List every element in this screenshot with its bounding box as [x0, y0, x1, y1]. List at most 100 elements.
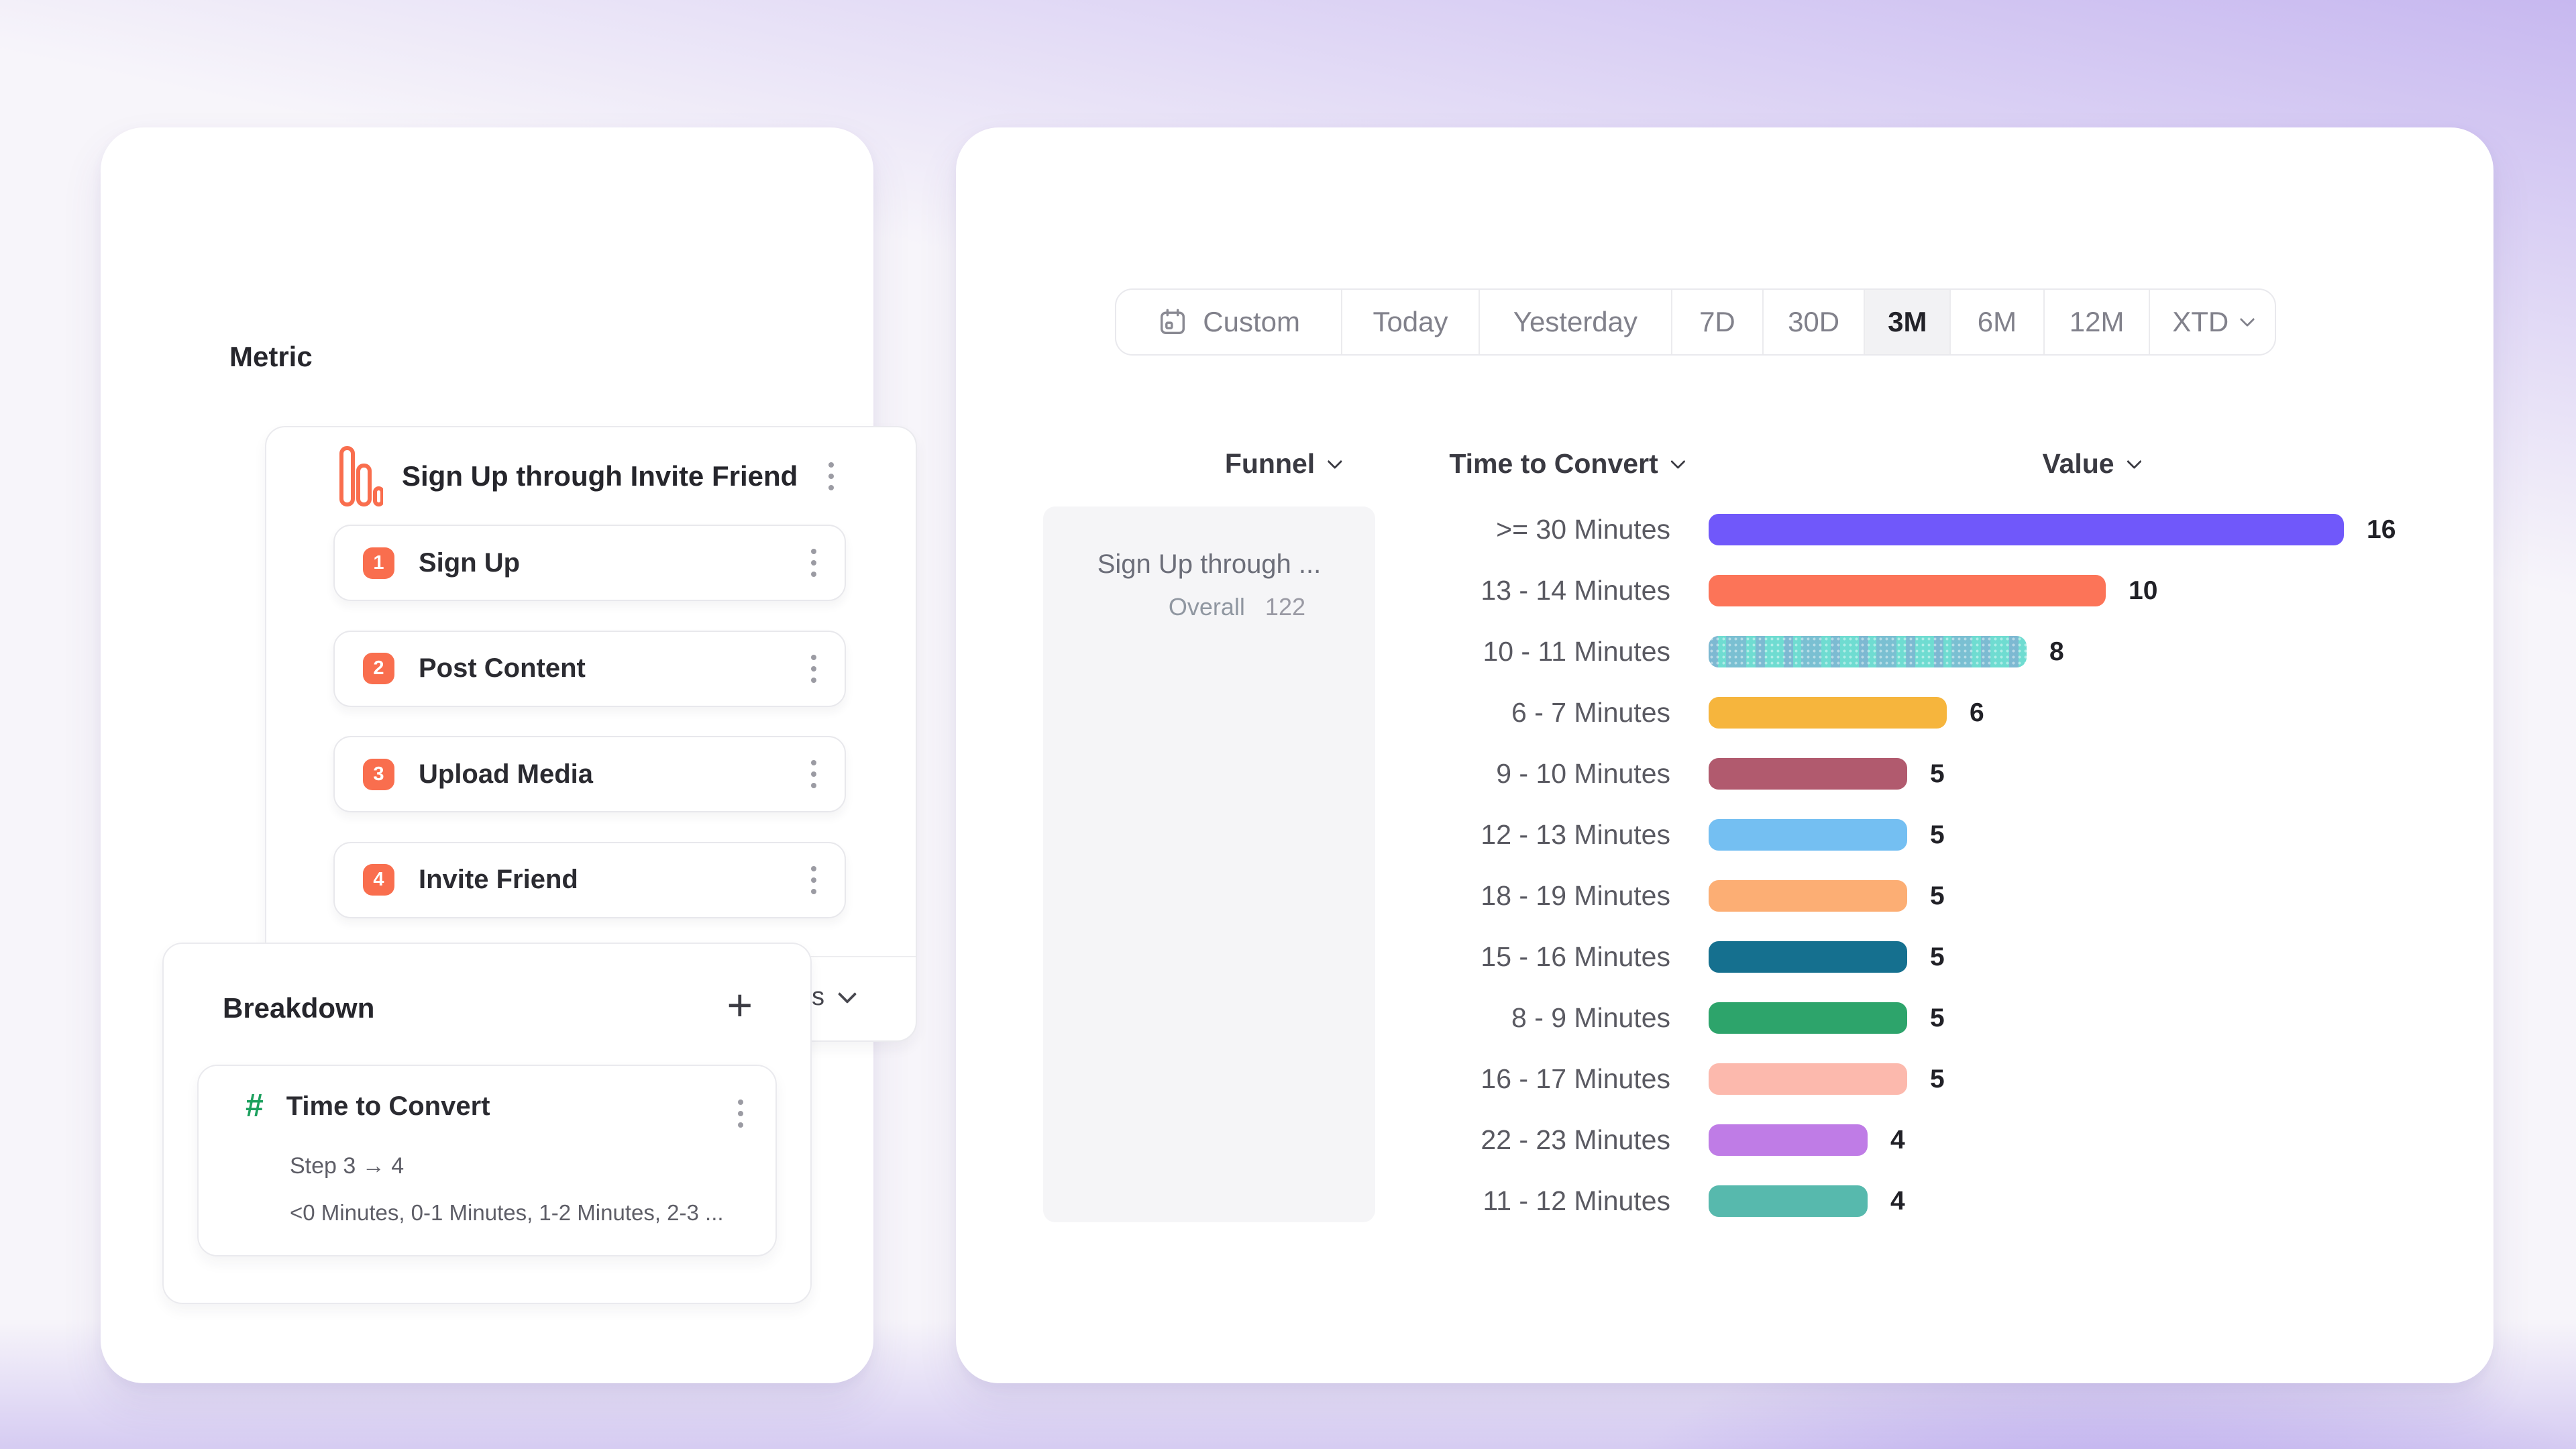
date-range-label: 6M — [1977, 306, 2017, 337]
breakdown-property-card[interactable]: # Time to Convert Step 3 → 4 <0 Minutes,… — [197, 1065, 777, 1256]
value-column-label: Value — [2042, 448, 2114, 479]
date-range-label: 12M — [2069, 306, 2125, 337]
date-range-tab-today[interactable]: Today — [1342, 290, 1480, 354]
bucket-label: 10 - 11 Minutes — [1483, 636, 1670, 667]
chart-row: >= 30 Minutes 16 — [956, 499, 2493, 560]
chevron-down-icon — [2239, 311, 2255, 327]
bucket-label: 15 - 16 Minutes — [1481, 941, 1670, 972]
funnel-group-cell[interactable]: Sign Up through ... Overall 122 — [1043, 506, 1375, 1222]
chart-row: 18 - 19 Minutes 5 — [956, 865, 2493, 926]
step-number-badge: 2 — [363, 653, 394, 684]
metric-section-title: Metric — [229, 341, 313, 372]
chart-row: 22 - 23 Minutes 4 — [956, 1110, 2493, 1171]
metric-card: Sign Up through Invite Friend 1 Sign Up 2 P… — [265, 426, 917, 1042]
chart-row: 8 - 9 Minutes 5 — [956, 987, 2493, 1049]
value-label: 10 — [2129, 576, 2158, 605]
breakdown-property-row: # Time to Convert — [199, 1090, 775, 1137]
value-bar[interactable] — [1709, 514, 2344, 545]
chart-row: 9 - 10 Minutes 5 — [956, 743, 2493, 804]
overall-label: Overall — [1168, 593, 1245, 621]
step-options-kebab-icon[interactable] — [802, 751, 826, 798]
bucket-label: 18 - 19 Minutes — [1481, 880, 1670, 911]
chart-row: 6 - 7 Minutes 6 — [956, 682, 2493, 743]
bucket-label: 9 - 10 Minutes — [1496, 758, 1670, 789]
step-label: Sign Up — [419, 547, 521, 578]
breakdown-property-name: Time to Convert — [286, 1091, 490, 1121]
chart-row: 11 - 12 Minutes 4 — [956, 1171, 2493, 1232]
query-builder-panel: Metric Sign Up through Invite Friend 1 Si… — [101, 127, 917, 1383]
funnel-step-row[interactable]: 4 Invite Friend — [333, 841, 846, 918]
chart-row: 13 - 14 Minutes 10 — [956, 560, 2493, 621]
funnel-group-title: Sign Up through ... — [1097, 549, 1322, 579]
value-label: 5 — [1930, 820, 1945, 849]
value-label: 4 — [1890, 1125, 1905, 1155]
step-label: Upload Media — [419, 759, 594, 789]
value-label: 16 — [2367, 515, 2396, 544]
date-range-label: 7D — [1699, 306, 1735, 337]
funnel-step-row[interactable]: 2 Post Content — [333, 630, 846, 707]
chevron-down-icon — [1327, 453, 1343, 469]
date-range-tab-12m[interactable]: 12M — [2045, 290, 2151, 354]
step-options-kebab-icon[interactable] — [802, 539, 826, 586]
breakdown-column-dropdown[interactable]: Time to Convert — [1449, 448, 1686, 480]
value-bar[interactable] — [1709, 1124, 1868, 1156]
funnel-bars-icon — [339, 445, 383, 507]
chart-row: 12 - 13 Minutes 5 — [956, 804, 2493, 865]
value-bar[interactable] — [1709, 1002, 1907, 1034]
value-bar[interactable] — [1709, 1063, 1907, 1095]
add-breakdown-button[interactable]: + — [727, 980, 753, 1030]
step-label: Post Content — [419, 653, 586, 683]
breakdown-column-label: Time to Convert — [1449, 448, 1658, 479]
value-label: 6 — [1970, 698, 1984, 727]
date-range-tab-xtd[interactable]: XTD — [2150, 290, 2275, 354]
date-range-label: 30D — [1788, 306, 1840, 337]
bucket-label: >= 30 Minutes — [1496, 514, 1670, 545]
time-to-convert-bar-chart: >= 30 Minutes 16 13 - 14 Minutes 10 10 - 11 … — [956, 499, 2493, 1232]
step-label: Invite Friend — [419, 865, 578, 894]
bucket-label: 13 - 14 Minutes — [1481, 575, 1670, 606]
date-range-tab-yesterday[interactable]: Yesterday — [1480, 290, 1673, 354]
value-bar[interactable] — [1709, 697, 1947, 729]
funnel-step-row[interactable]: 1 Sign Up — [333, 525, 846, 601]
date-range-label: 3M — [1888, 306, 1927, 337]
date-range-tab-custom[interactable]: Custom — [1116, 290, 1343, 354]
value-bar[interactable] — [1709, 1185, 1868, 1217]
value-column-dropdown[interactable]: Value — [2042, 448, 2142, 480]
date-range-tab-6m[interactable]: 6M — [1951, 290, 2045, 354]
breakdown-options-kebab-icon[interactable] — [729, 1090, 753, 1137]
funnel-step-row[interactable]: 3 Upload Media — [333, 736, 846, 812]
funnel-overall-row: Overall 122 — [1043, 593, 1375, 621]
date-range-tab-7d[interactable]: 7D — [1672, 290, 1764, 354]
value-bar[interactable] — [1709, 880, 1907, 912]
chart-row: 10 - 11 Minutes 8 — [956, 621, 2493, 682]
chart-row: 15 - 16 Minutes 5 — [956, 926, 2493, 987]
value-bar[interactable] — [1709, 575, 2106, 606]
bucket-label: 6 - 7 Minutes — [1511, 697, 1670, 728]
metric-header-row[interactable]: Sign Up through Invite Friend — [266, 427, 916, 525]
value-label: 5 — [1930, 759, 1945, 788]
value-bar[interactable] — [1709, 636, 2027, 667]
step-options-kebab-icon[interactable] — [802, 857, 826, 904]
funnel-column-dropdown[interactable]: Funnel — [1224, 448, 1343, 480]
date-range-label: Custom — [1203, 306, 1300, 337]
funnel-column-label: Funnel — [1224, 448, 1316, 479]
date-range-selector: Custom Today Yesterday 7D 30D 3M 6M 12M XTD — [1115, 288, 2276, 356]
number-property-hash-icon: # — [246, 1088, 264, 1124]
value-label: 5 — [1930, 942, 1945, 971]
value-bar[interactable] — [1709, 758, 1907, 790]
bucket-label: 12 - 13 Minutes — [1481, 819, 1670, 850]
value-bar[interactable] — [1709, 941, 1907, 973]
overall-value: 122 — [1265, 593, 1305, 621]
breakdown-section-title: Breakdown — [223, 992, 375, 1024]
value-label: 5 — [1930, 1064, 1945, 1093]
step-options-kebab-icon[interactable] — [802, 645, 826, 692]
chevron-down-icon — [837, 984, 857, 1004]
date-range-tab-3m[interactable]: 3M — [1865, 290, 1951, 354]
metric-options-kebab-icon[interactable] — [819, 453, 843, 500]
value-bar[interactable] — [1709, 819, 1907, 851]
value-label: 8 — [2049, 637, 2064, 666]
chevron-down-icon — [1670, 453, 1686, 469]
date-range-tab-30d[interactable]: 30D — [1764, 290, 1866, 354]
date-range-label: Yesterday — [1513, 306, 1638, 337]
